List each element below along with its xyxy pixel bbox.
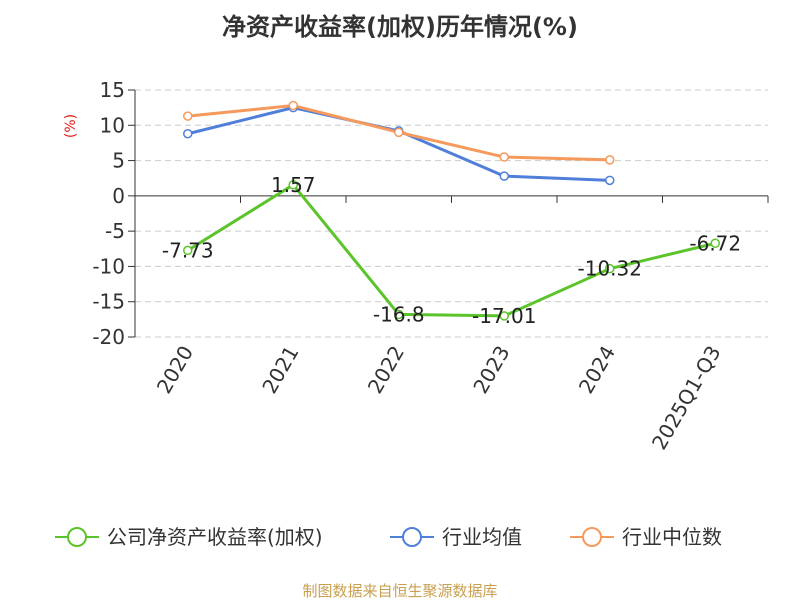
data-point bbox=[183, 111, 193, 121]
legend-marker bbox=[582, 527, 602, 547]
data-label: -7.73 bbox=[162, 238, 214, 262]
gridlines bbox=[135, 89, 768, 338]
data-point bbox=[499, 171, 509, 181]
legend-label: 行业中位数 bbox=[622, 525, 722, 549]
y-tick-label: -20 bbox=[92, 325, 125, 349]
data-point bbox=[183, 245, 193, 256]
y-tick-label: 10 bbox=[100, 113, 125, 137]
legend-label: 行业均值 bbox=[442, 525, 522, 549]
data-point bbox=[605, 263, 615, 274]
data-point bbox=[499, 311, 509, 321]
series-markers bbox=[183, 100, 720, 321]
data-label: -6.72 bbox=[689, 231, 741, 255]
data-label: -10.32 bbox=[578, 257, 642, 281]
x-tick-label: 2024 bbox=[574, 342, 620, 398]
y-tick-label: -10 bbox=[92, 254, 125, 278]
y-tick-label: -5 bbox=[105, 219, 125, 243]
legend-label: 公司净资产收益率(加权) bbox=[107, 525, 323, 549]
legend-marker bbox=[402, 527, 422, 547]
x-tick-label: 2025Q1-Q3 bbox=[647, 342, 726, 454]
data-point bbox=[183, 129, 193, 139]
legend-marker bbox=[67, 527, 87, 547]
x-tick-label: 2020 bbox=[152, 342, 198, 398]
y-tick-label: 15 bbox=[100, 78, 125, 102]
data-point bbox=[605, 155, 615, 165]
legend: 公司净资产收益率(加权) 行业均值 行业中位数 bbox=[55, 525, 722, 549]
source-note: 制图数据来自恒生聚源数据库 bbox=[302, 582, 497, 600]
data-point bbox=[288, 100, 298, 111]
y-axis-label: (%) bbox=[63, 114, 79, 138]
y-tick-label: 0 bbox=[112, 184, 125, 208]
chart-title: 净资产收益率(加权)历年情况(%) bbox=[222, 13, 578, 41]
y-tick-label: -15 bbox=[92, 290, 125, 314]
x-tick-label: 2023 bbox=[468, 342, 514, 398]
data-point bbox=[394, 127, 404, 138]
data-point bbox=[288, 180, 298, 190]
data-point bbox=[710, 238, 720, 249]
y-axis-ticks: 15 10 5 0 -5 -10 -15 -20 bbox=[92, 78, 135, 349]
data-labels: -7.73 1.57 -16.8 -17.01 -10.32 -6.72 bbox=[162, 173, 741, 328]
data-point bbox=[499, 152, 509, 162]
data-label: -16.8 bbox=[373, 302, 425, 326]
data-label: 1.57 bbox=[271, 173, 316, 197]
x-tick-label: 2021 bbox=[257, 342, 303, 398]
series-line bbox=[186, 183, 716, 318]
y-tick-label: 5 bbox=[112, 149, 125, 173]
x-tick-label: 2022 bbox=[363, 342, 409, 398]
series-lines bbox=[186, 104, 716, 318]
data-label: -17.01 bbox=[472, 304, 536, 328]
series-line bbox=[187, 106, 610, 182]
data-point bbox=[394, 309, 404, 320]
data-point bbox=[605, 175, 615, 186]
